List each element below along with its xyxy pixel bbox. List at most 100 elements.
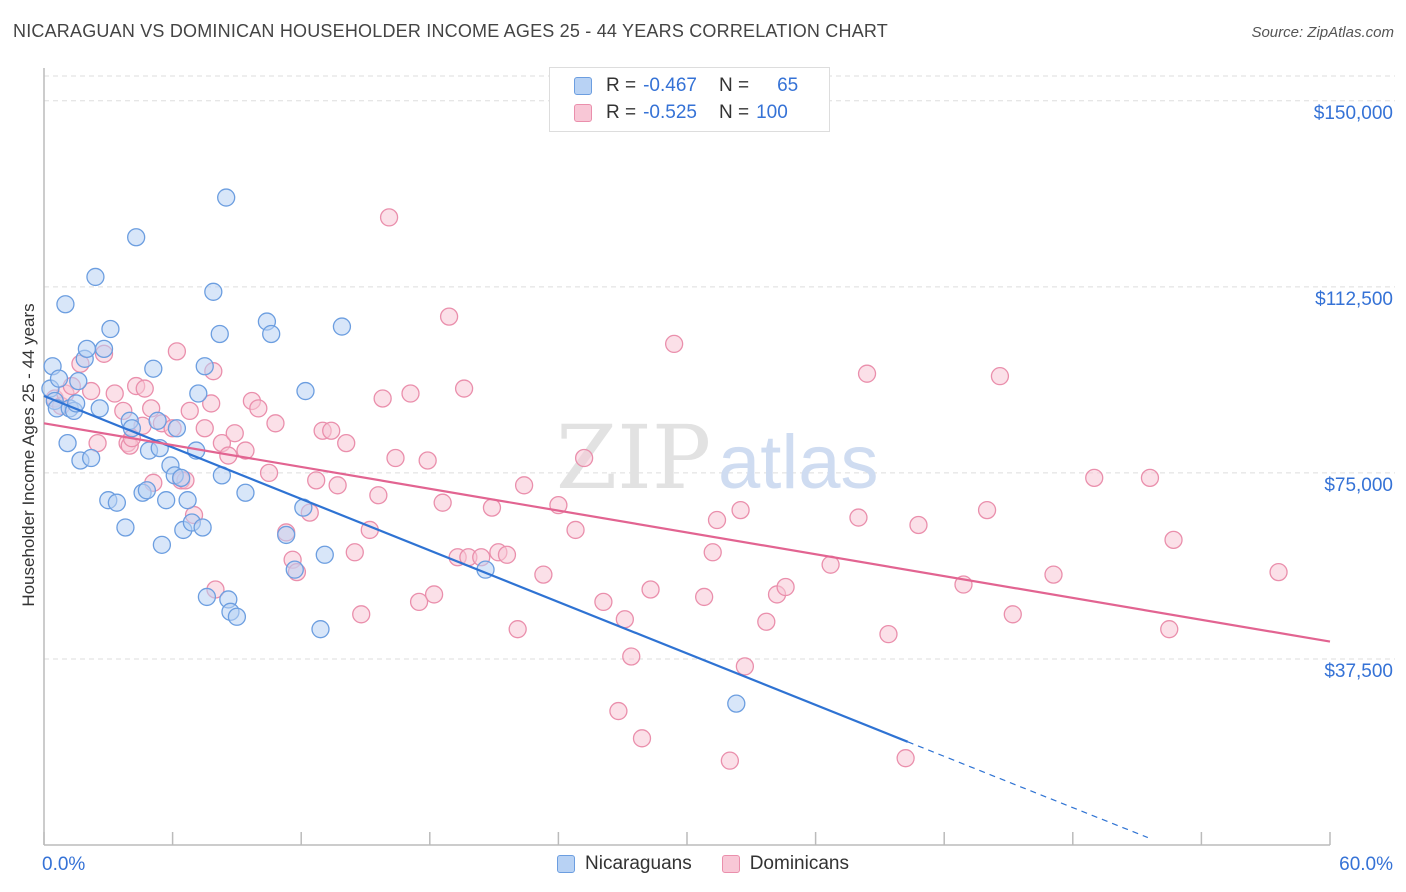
trend-lines — [43, 394, 1331, 839]
data-point — [534, 565, 553, 584]
data-point — [1164, 530, 1183, 550]
data-point — [259, 463, 279, 483]
data-point — [641, 580, 660, 599]
data-point — [82, 381, 101, 401]
data-point — [977, 500, 997, 520]
legend-swatch-blue — [557, 855, 576, 873]
legend-row-nicaraguans: R = -0.467 N = 65 — [574, 74, 798, 98]
data-point — [849, 508, 868, 527]
data-point — [594, 592, 613, 612]
trend-extension-nicaraguans — [907, 741, 1149, 839]
data-point — [135, 379, 154, 398]
data-point — [337, 433, 356, 453]
data-point — [167, 342, 187, 361]
legend-item-dominicans[interactable]: Dominicans — [721, 853, 849, 875]
zipatlas-watermark: ZIP atlas — [556, 406, 879, 509]
legend-label: Dominicans — [749, 853, 849, 874]
data-point — [189, 384, 208, 403]
data-point — [101, 319, 120, 339]
data-point — [433, 493, 452, 512]
y-tick-label: $75,000 — [1324, 475, 1393, 496]
data-point — [352, 605, 371, 624]
tick-labels: $37,500 $75,000 $112,500 $150,000 0.0% 60.0% — [42, 103, 1393, 875]
data-point — [694, 587, 714, 607]
data-point — [311, 620, 330, 639]
data-point — [225, 424, 244, 443]
data-point — [197, 587, 217, 607]
data-point — [482, 498, 502, 517]
data-point — [879, 624, 898, 644]
data-point — [82, 448, 101, 468]
data-point — [1044, 565, 1063, 584]
data-point — [296, 381, 315, 401]
data-point — [909, 515, 928, 535]
data-point — [328, 476, 347, 495]
data-point — [1003, 605, 1022, 624]
data-point — [69, 371, 88, 391]
data-point — [307, 471, 326, 490]
y-tick-label: $112,500 — [1315, 289, 1393, 310]
data-point — [1160, 620, 1179, 639]
data-point — [94, 339, 114, 359]
data-point — [249, 399, 268, 418]
data-point — [58, 433, 77, 453]
data-point — [195, 357, 214, 376]
series-nicaraguans-points — [41, 188, 746, 713]
data-point — [172, 468, 191, 488]
data-point — [424, 585, 444, 604]
data-point — [418, 451, 437, 470]
y-tick-label: $37,500 — [1324, 661, 1393, 682]
data-point — [105, 384, 124, 403]
data-point — [439, 307, 459, 326]
data-point — [236, 441, 255, 460]
data-point — [137, 481, 157, 500]
legend-item-nicaraguans[interactable]: Nicaraguans — [557, 853, 692, 875]
data-point — [454, 379, 474, 398]
legend-swatch-pink — [721, 855, 740, 873]
y-axis-label: Householder Income Ages 25 - 44 years — [19, 303, 38, 606]
data-point — [497, 545, 517, 564]
data-point — [609, 701, 628, 721]
data-point — [178, 491, 197, 510]
legend-swatch-pink — [574, 104, 592, 122]
data-point — [217, 188, 236, 207]
legend-swatch-blue — [574, 77, 592, 95]
legend-r-label: R = — [606, 102, 637, 123]
legend-n-label: N = — [718, 102, 750, 123]
data-point — [727, 694, 746, 713]
data-point — [707, 510, 727, 530]
data-point — [1269, 562, 1288, 582]
x-tick-label-max: 60.0% — [1339, 854, 1393, 875]
data-point — [202, 394, 221, 413]
data-point — [990, 367, 1010, 386]
data-point — [857, 364, 877, 383]
data-point — [56, 295, 75, 314]
trend-line-dominicans — [43, 422, 1331, 643]
data-point — [508, 620, 527, 639]
data-point — [369, 486, 388, 505]
stats-legend: R = -0.467 N = 65 R = -0.525 N = 100 — [549, 67, 830, 132]
series-dominicans-points — [45, 208, 1288, 770]
legend-r-value: -0.467 — [643, 75, 697, 96]
legend-r-label: R = — [606, 75, 637, 96]
data-point — [315, 545, 334, 564]
data-point — [210, 324, 229, 344]
chart-title: NICARAGUAN VS DOMINICAN HOUSEHOLDER INCO… — [13, 21, 888, 41]
data-point — [345, 543, 364, 562]
data-point — [664, 334, 684, 354]
data-point — [514, 476, 534, 495]
data-point — [720, 751, 740, 770]
data-point — [204, 282, 223, 301]
data-point — [262, 324, 281, 344]
legend-label: Nicaraguans — [585, 853, 692, 874]
data-point — [127, 228, 146, 247]
data-point — [180, 401, 199, 421]
data-point — [86, 267, 105, 287]
x-tick-label-min: 0.0% — [42, 854, 85, 875]
data-point — [193, 518, 212, 537]
data-point — [735, 657, 755, 676]
source-label: Source: ZipAtlas.com — [1251, 24, 1394, 41]
data-point — [107, 493, 127, 512]
legend-n-value: 100 — [756, 102, 788, 123]
